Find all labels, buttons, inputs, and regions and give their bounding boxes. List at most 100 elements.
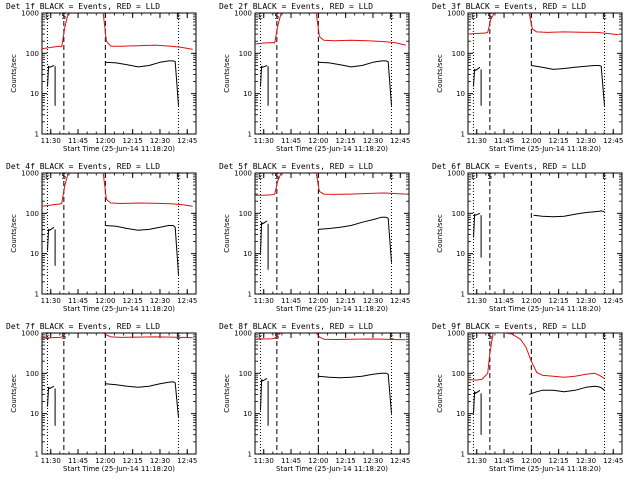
x-tick-label: 12:30 [363,137,383,145]
x-tick-label: 12:30 [150,457,170,465]
marker-label: E [471,332,476,341]
x-tick-label: 12:00 [95,457,115,465]
series-group [42,333,193,426]
x-tick-label: 11:30 [467,457,487,465]
detector-panel: Det 8f BLACK = Events, RED = LLD 1 10 100 10… [213,320,426,480]
x-tick-label: 11:45 [68,457,88,465]
y-tick-label: 10 [30,410,39,418]
x-tick-label: 12:45 [390,297,410,305]
y-tick-label: 10 [30,90,39,98]
x-tick-label: 12:30 [150,297,170,305]
series-group [255,13,406,106]
y-tick-label: 10 [456,250,465,258]
x-tick-label: 12:15 [549,297,569,305]
y-tick-label: 1 [248,131,252,139]
x-tick-label: 11:30 [254,137,274,145]
y-tick-label: 100 [452,370,465,378]
y-tick-label: 100 [26,210,39,218]
x-tick-label: 12:30 [363,457,383,465]
chart-title: Det 2f BLACK = Events, RED = LLD [219,2,373,11]
x-tick-label: 12:45 [603,457,623,465]
events-series-line [318,60,392,106]
x-tick-label: 11:30 [254,457,274,465]
events-series-line [473,389,481,414]
detector-chart: Det 1f BLACK = Events, RED = LLD 1 10 100 10… [6,2,197,153]
plot-frame [41,172,197,295]
y-tick-label: 1 [248,291,252,299]
marker-label: S [487,332,492,341]
x-axis-label: Start Time (25-Jun-14 11:18:20) [63,305,175,313]
marker-label: E [602,12,607,21]
y-axis-label: Counts/sec [436,214,444,253]
x-axis-label: Start Time (25-Jun-14 11:18:20) [489,465,601,473]
detector-panel: Det 3f BLACK = Events, RED = LLD 1 10 100 10… [426,0,639,160]
marker-label: E [389,12,394,21]
y-tick-label: 1000 [21,10,39,18]
y-tick-label: 10 [456,90,465,98]
events-series-line [105,381,179,418]
marker-label: E [45,12,50,21]
events-series-line [260,377,268,411]
lld-series-line [528,13,619,36]
marker-label: E [389,332,394,341]
series-group [473,210,605,258]
lld-series-line [468,13,495,35]
marker-label: S [61,172,66,181]
marker-label: E [602,332,607,341]
detector-panel: Det 9f BLACK = Events, RED = LLD 1 10 100 10… [426,320,639,480]
x-axis-label: Start Time (25-Jun-14 11:18:20) [489,145,601,153]
plot-frame [254,172,410,295]
y-axis-label: Counts/sec [223,214,231,253]
y-tick-label: 1 [35,291,39,299]
plot-frame [41,12,197,135]
events-series-line [47,226,55,251]
chart-title: Det 8f BLACK = Events, RED = LLD [219,322,373,331]
y-axis-label: Counts/sec [223,374,231,413]
detector-panel: Det 6f BLACK = Events, RED = LLD 1 10 100 10… [426,160,639,320]
detector-chart: Det 2f BLACK = Events, RED = LLD 1 10 100 10… [219,2,410,153]
y-tick-label: 1 [461,131,465,139]
x-tick-label: 12:15 [123,297,143,305]
detector-panel: Det 4f BLACK = Events, RED = LLD 1 10 100 10… [0,160,213,320]
x-tick-label: 12:00 [521,137,541,145]
x-tick-label: 12:45 [177,297,197,305]
events-series-line [318,216,392,263]
y-tick-label: 1000 [234,330,252,338]
x-tick-label: 11:30 [41,137,61,145]
lld-series-line [315,13,406,46]
marker-label: S [274,12,279,21]
events-series-line [529,385,605,395]
x-tick-label: 11:30 [467,297,487,305]
y-tick-label: 100 [239,50,252,58]
x-tick-label: 12:45 [390,457,410,465]
y-tick-label: 100 [239,210,252,218]
lld-series-line [42,13,69,50]
x-tick-label: 11:45 [281,137,301,145]
x-tick-label: 11:30 [254,297,274,305]
marker-label: E [258,172,263,181]
y-tick-label: 1 [461,291,465,299]
marker-label: E [176,332,181,341]
marker-label: S [487,12,492,21]
x-tick-label: 12:15 [336,137,356,145]
x-tick-label: 12:45 [603,297,623,305]
marker-label: S [274,172,279,181]
detector-chart: Det 7f BLACK = Events, RED = LLD 1 10 100 10… [6,322,197,473]
chart-title: Det 5f BLACK = Events, RED = LLD [219,162,373,171]
detector-chart: Det 8f BLACK = Events, RED = LLD 1 10 100 10… [219,322,410,473]
marker-label: E [258,12,263,21]
plot-frame [254,12,410,135]
y-tick-label: 100 [452,50,465,58]
marker-label: S [487,172,492,181]
events-series-line [47,65,55,87]
marker-label: E [45,172,50,181]
y-tick-label: 100 [452,210,465,218]
x-tick-label: 11:45 [68,137,88,145]
x-tick-label: 12:00 [521,457,541,465]
x-tick-label: 12:30 [576,137,596,145]
x-tick-label: 11:45 [494,297,514,305]
x-tick-label: 12:00 [308,457,328,465]
lld-series-line [255,333,282,340]
chart-title: Det 1f BLACK = Events, RED = LLD [6,2,160,11]
